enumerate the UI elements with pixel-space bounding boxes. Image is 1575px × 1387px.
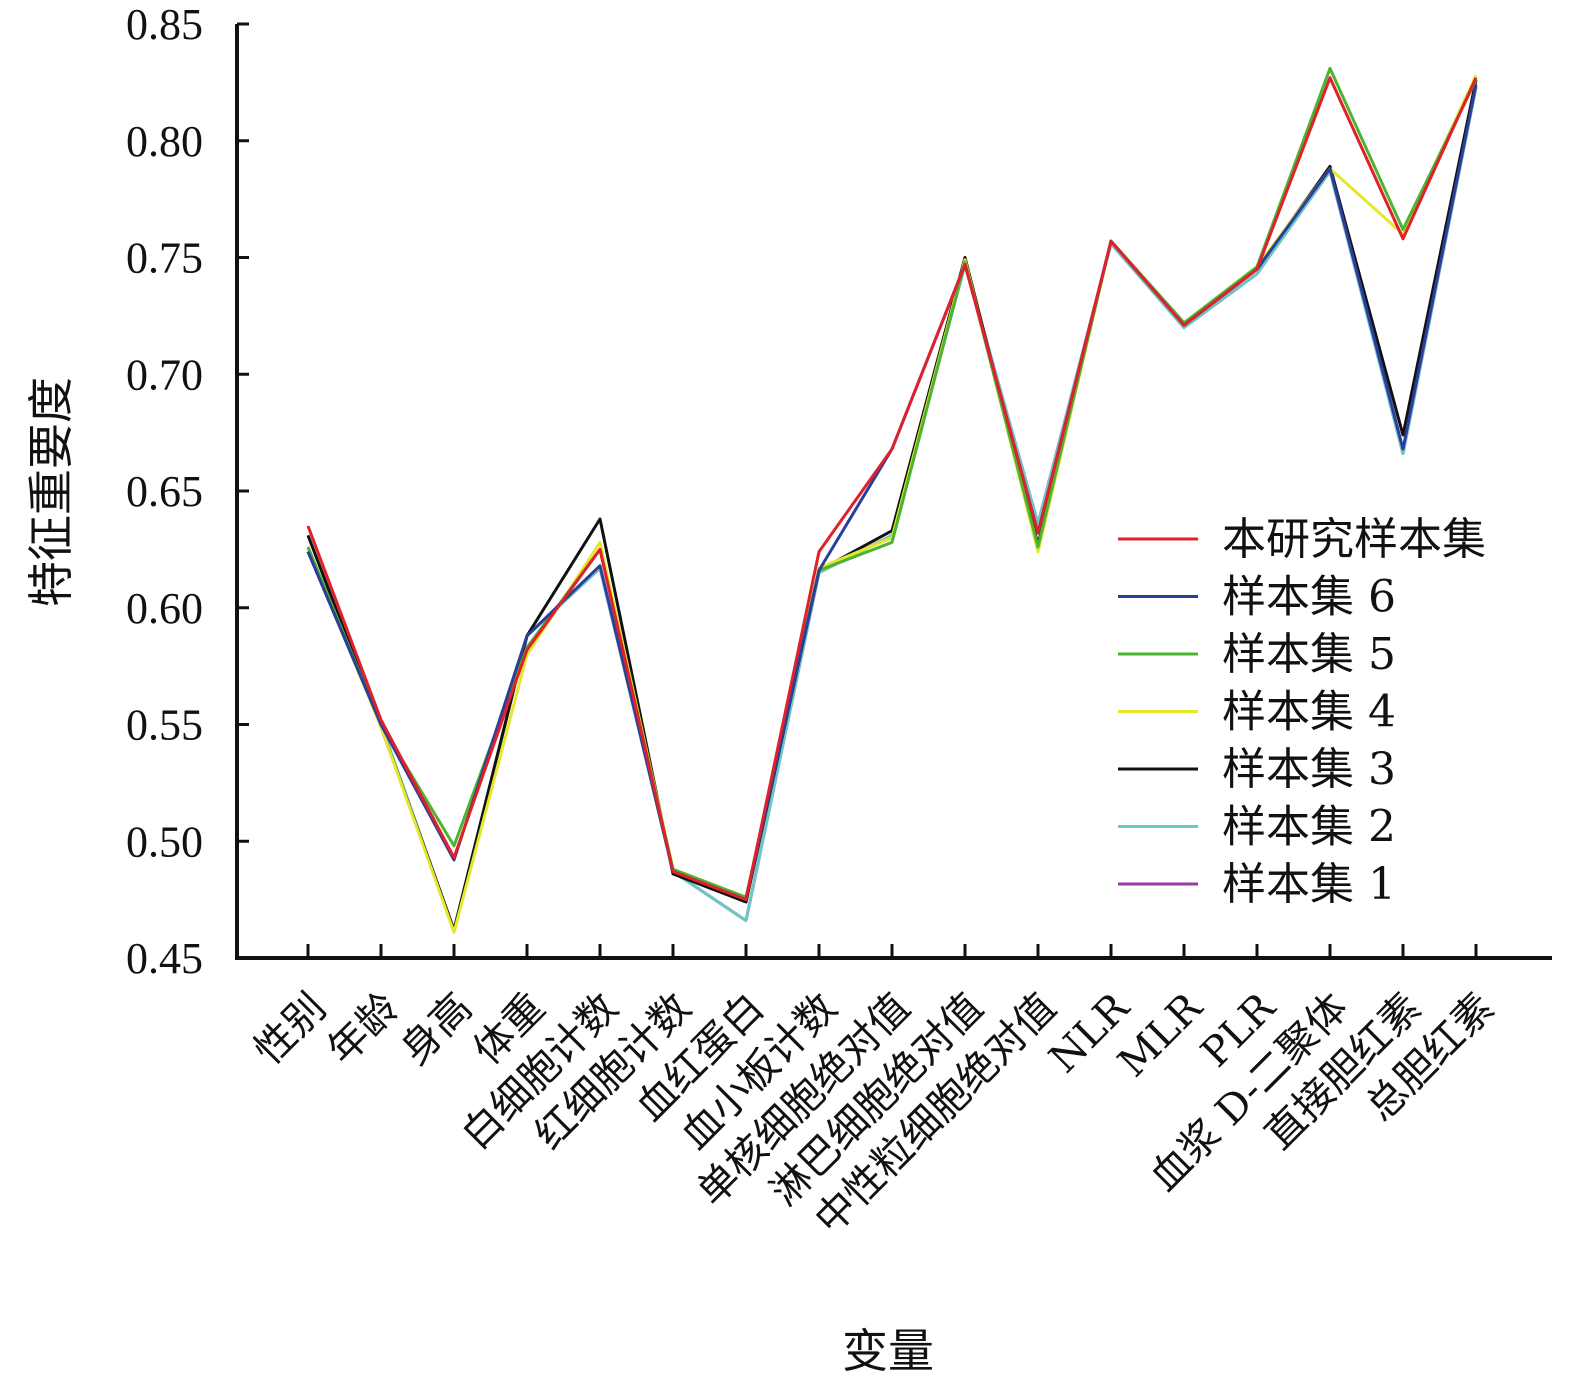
x-tick-label: MLR — [1110, 983, 1213, 1086]
legend-label: 样本集 5 — [1222, 629, 1396, 680]
x-tick-label: 身高 — [392, 985, 481, 1074]
y-tick-label: 0.80 — [126, 117, 203, 166]
y-tick-label: 0.75 — [126, 234, 203, 283]
series-line-1 — [306, 76, 1478, 902]
y-tick-label: 0.45 — [126, 934, 203, 983]
y-tick-label: 0.55 — [126, 701, 203, 750]
legend-label: 样本集 3 — [1222, 744, 1396, 795]
legend-label: 样本集 1 — [1222, 859, 1396, 910]
y-tick-label: 0.65 — [126, 467, 203, 516]
legend-label: 样本集 4 — [1222, 687, 1396, 738]
x-axis-title: 变量 — [842, 1324, 934, 1378]
x-tick-label: 年龄 — [319, 985, 408, 1074]
y-tick-label: 0.50 — [126, 817, 203, 866]
legend-label: 样本集 6 — [1222, 572, 1396, 623]
legend-label: 样本集 2 — [1222, 802, 1396, 853]
y-axis-title: 特征重要度 — [24, 377, 78, 607]
y-tick-label: 0.85 — [126, 0, 203, 49]
y-tick-label: 0.60 — [126, 584, 203, 633]
x-ticks: 性别年龄身高体重白细胞计数红细胞计数血红蛋白血小板计数单核细胞绝对值淋巴细胞绝对… — [246, 944, 1503, 1243]
series-lines — [306, 66, 1478, 934]
y-ticks: 0.45 0.50 0.55 0.60 0.65 0.70 0.75 0.80 0.85 — [126, 0, 249, 983]
legend-label: 本研究样本集 — [1222, 514, 1486, 565]
y-tick-label: 0.70 — [126, 350, 203, 399]
x-tick-label: 性别 — [246, 985, 335, 1074]
